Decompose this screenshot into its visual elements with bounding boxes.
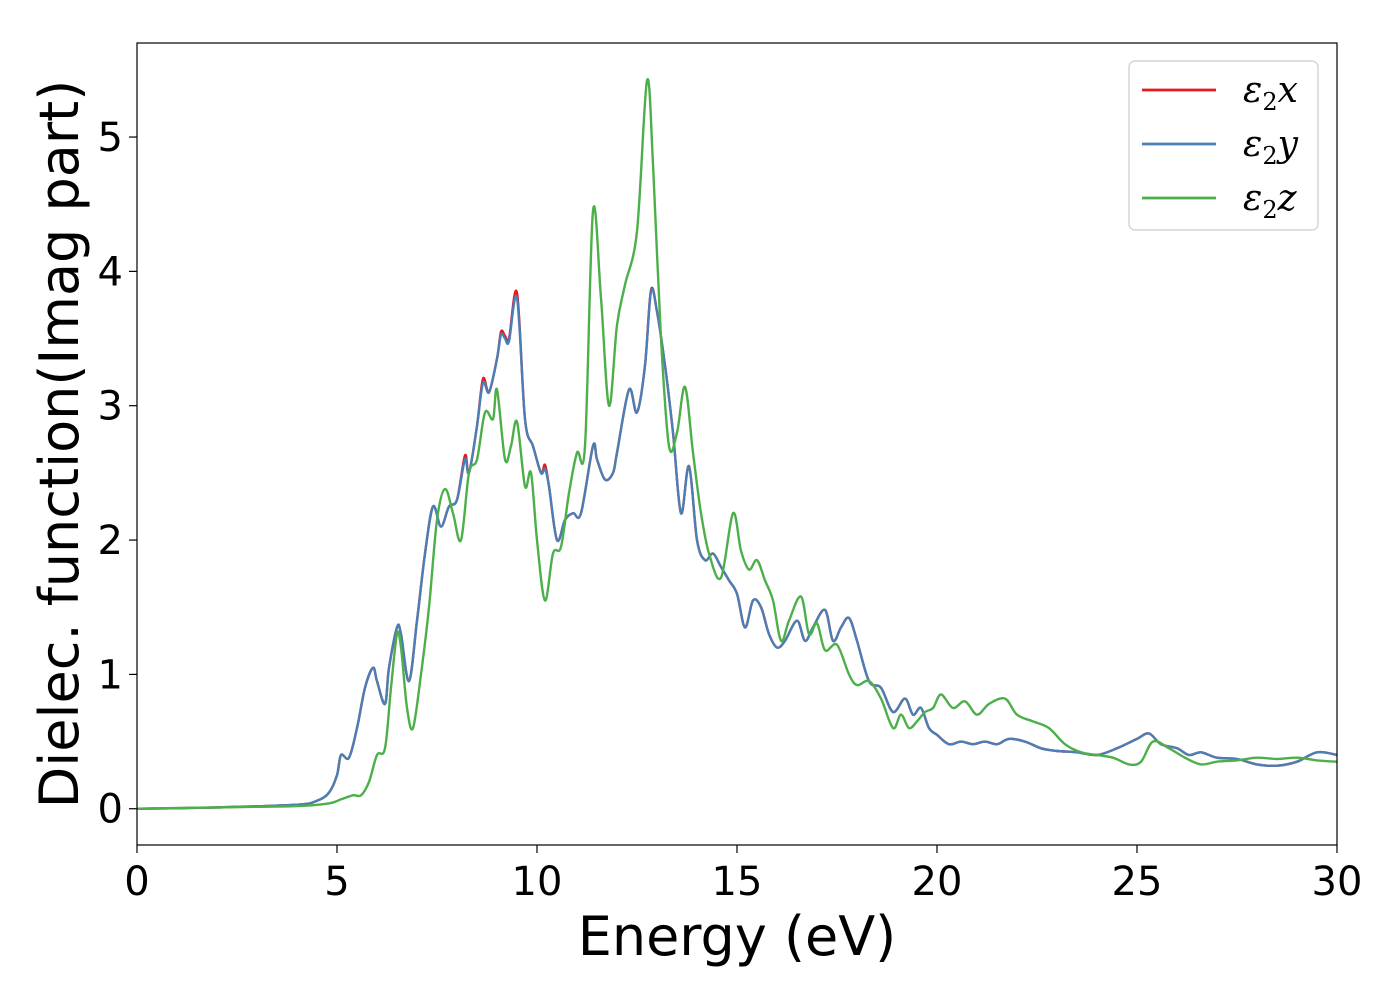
x-tick-label: 20 bbox=[912, 859, 963, 905]
series-lines bbox=[136, 77, 1338, 810]
y-tick-label: 1 bbox=[98, 652, 123, 698]
x-axis-title: Energy (eV) bbox=[578, 905, 897, 968]
legend-box bbox=[1128, 60, 1319, 231]
y-tick-label: 5 bbox=[98, 115, 123, 161]
y-tick-label: 0 bbox=[98, 787, 123, 833]
series-line-z bbox=[136, 77, 1338, 810]
series-line-y bbox=[136, 287, 1338, 810]
legend-label-z: ε2z bbox=[1243, 178, 1298, 224]
x-tick-label: 0 bbox=[124, 859, 149, 905]
y-tick-label: 3 bbox=[98, 384, 123, 430]
x-axis-ticks: 0 5 10 15 20 25 30 bbox=[124, 845, 1362, 905]
legend-label-x: ε2x bbox=[1243, 70, 1298, 116]
y-axis-ticks: 0 1 2 3 4 5 bbox=[98, 115, 137, 833]
y-tick-label: 4 bbox=[98, 249, 123, 295]
x-tick-label: 30 bbox=[1312, 859, 1363, 905]
x-tick-label: 5 bbox=[324, 859, 349, 905]
legend-label-y: ε2y bbox=[1243, 124, 1299, 170]
x-tick-label: 10 bbox=[512, 859, 563, 905]
x-tick-label: 15 bbox=[712, 859, 763, 905]
legend: ε2x ε2y ε2z bbox=[1128, 60, 1319, 231]
y-axis-title: Dielec. function(Imag part) bbox=[28, 80, 91, 809]
y-tick-label: 2 bbox=[98, 518, 123, 564]
x-tick-label: 25 bbox=[1112, 859, 1163, 905]
